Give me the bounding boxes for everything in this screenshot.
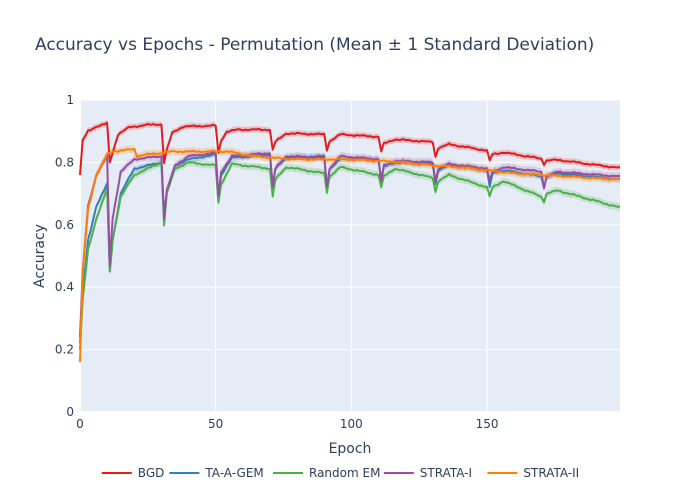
line-strata-ii — [79, 148, 621, 363]
y-tick-label: 0.6 — [55, 218, 74, 232]
legend-label-random-em: Random EM — [309, 466, 380, 480]
line-strata-i — [79, 151, 621, 338]
axis-ticks: 0 0.2 0.4 0.6 0.8 1 0 50 100 150 — [55, 93, 499, 431]
legend-label-strata-ii: STRATA-II — [523, 466, 579, 480]
x-axis-title: Epoch — [329, 441, 372, 457]
x-tick-label: 50 — [208, 417, 223, 431]
y-tick-label: 0 — [66, 405, 74, 419]
x-tick-label: 100 — [340, 417, 363, 431]
y-tick-label: 0.4 — [55, 280, 74, 294]
x-tick-label: 0 — [76, 417, 84, 431]
y-tick-label: 1 — [66, 93, 74, 107]
legend: BGD TA-A-GEM Random EM STRATA-I STRATA-II — [101, 466, 579, 480]
chart-title: Accuracy vs Epochs - Permutation (Mean ±… — [35, 35, 594, 55]
y-tick-label: 0.8 — [55, 155, 74, 169]
series-lines — [79, 121, 621, 363]
y-axis-title: Accuracy — [32, 224, 48, 288]
legend-label-ta-a-gem: TA-A-GEM — [204, 466, 263, 480]
y-tick-label: 0.2 — [55, 343, 74, 357]
legend-label-bgd: BGD — [138, 466, 165, 480]
band-random-em — [80, 158, 620, 354]
x-tick-label: 150 — [476, 417, 499, 431]
legend-label-strata-i: STRATA-I — [420, 466, 472, 480]
line-bgd — [79, 121, 621, 175]
plot-area — [80, 100, 620, 412]
